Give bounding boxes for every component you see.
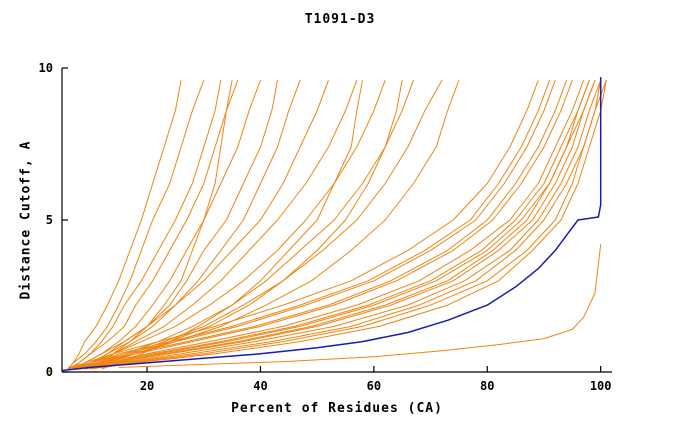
- model-gdt-curve: [101, 80, 363, 370]
- model-gdt-curve: [67, 80, 556, 370]
- model-gdt-curve: [78, 80, 278, 370]
- model-gdt-curve: [73, 80, 573, 370]
- model-gdt-curve: [73, 80, 585, 370]
- model-gdt-curve: [90, 80, 607, 370]
- y-tick-label: 0: [46, 365, 53, 379]
- model-gdt-curve: [84, 80, 602, 370]
- model-gdt-curve: [84, 80, 602, 370]
- model-gdt-curve: [90, 80, 607, 370]
- model-gdt-curve: [78, 80, 590, 370]
- model-gdt-curve: [67, 80, 239, 370]
- model-gdt-curve: [67, 80, 182, 370]
- model-gdt-curve: [73, 80, 261, 370]
- highlighted-gdt-curve: [61, 77, 602, 372]
- model-gdt-curve: [67, 80, 539, 370]
- model-gdt-curve: [84, 80, 596, 370]
- model-gdt-curve: [90, 80, 403, 370]
- x-tick-label: 20: [140, 379, 154, 393]
- model-gdt-curve: [78, 80, 301, 370]
- y-tick-label: 10: [39, 61, 53, 75]
- model-gdt-curve: [73, 80, 568, 370]
- x-tick-label: 100: [590, 379, 612, 393]
- model-gdt-curve: [73, 80, 329, 370]
- x-tick-label: 80: [480, 379, 494, 393]
- y-tick-label: 5: [46, 213, 53, 227]
- model-gdt-curve: [78, 80, 590, 370]
- x-tick-label: 60: [367, 379, 381, 393]
- x-axis-label: Percent of Residues (CA): [231, 401, 443, 416]
- chart-title: T1091-D3: [304, 12, 376, 27]
- x-tick-label: 40: [253, 379, 267, 393]
- model-gdt-curve: [118, 244, 602, 368]
- model-gdt-curve: [67, 80, 205, 370]
- model-gdt-curve: [78, 80, 596, 370]
- model-gdt-curve: [67, 80, 551, 370]
